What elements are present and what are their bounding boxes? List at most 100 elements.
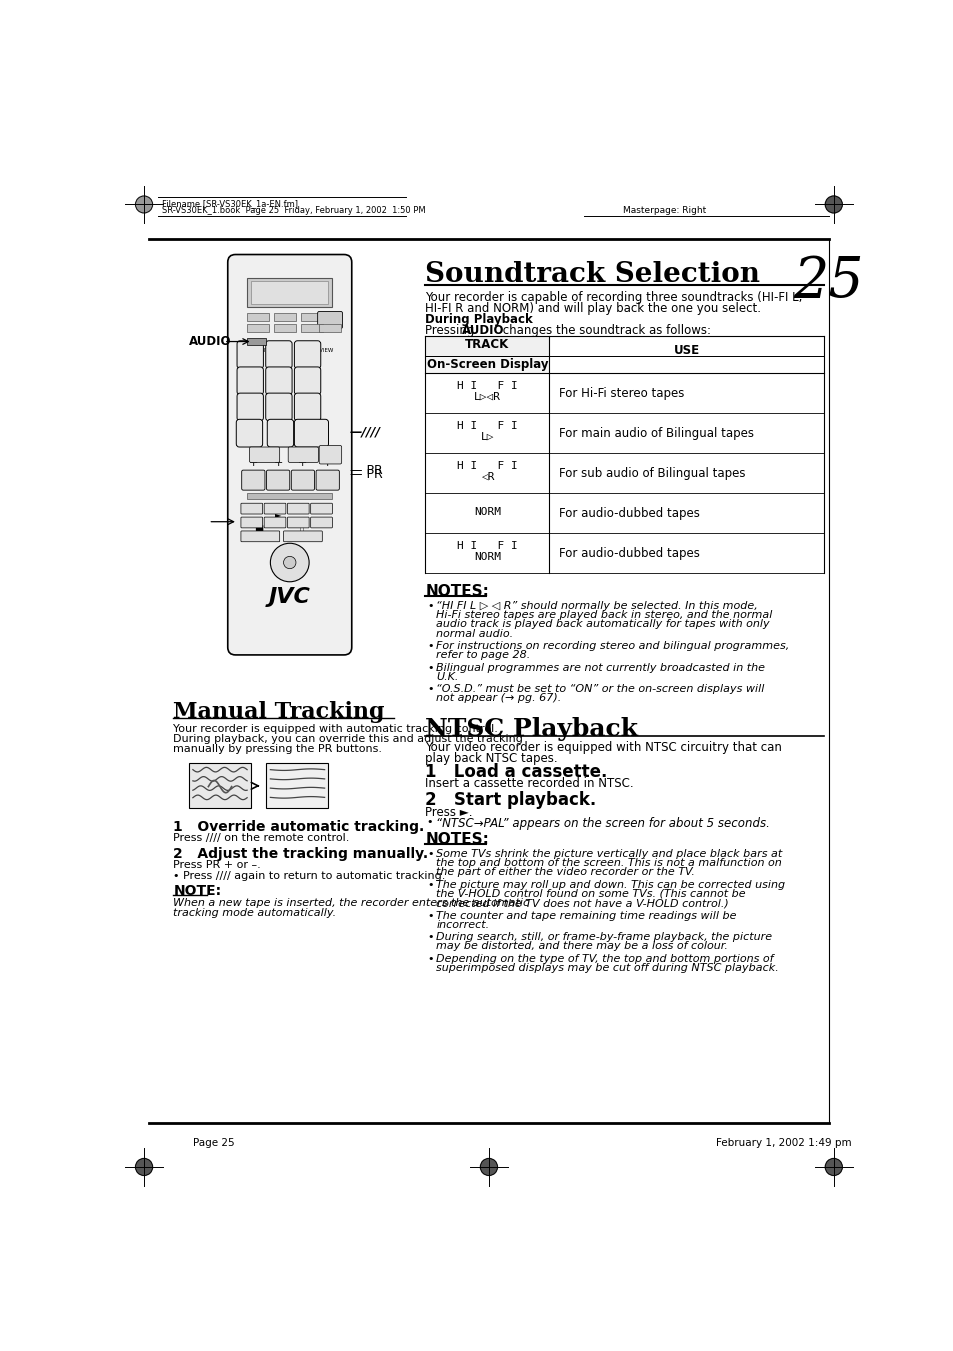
Text: 0: 0 <box>276 426 284 439</box>
FancyBboxPatch shape <box>294 340 320 369</box>
Text: •: • <box>427 932 433 942</box>
Circle shape <box>480 1159 497 1175</box>
Text: For sub audio of Bilingual tapes: For sub audio of Bilingual tapes <box>558 467 744 480</box>
Text: +: + <box>274 458 282 469</box>
Text: During search, still, or frame-by-frame playback, the picture: During search, still, or frame-by-frame … <box>436 932 772 942</box>
Text: 2   Start playback.: 2 Start playback. <box>425 792 596 809</box>
Text: L▷: L▷ <box>480 431 494 442</box>
FancyBboxPatch shape <box>241 503 262 513</box>
Text: U.K.: U.K. <box>436 671 458 682</box>
Text: not appear (→ pg. 67).: not appear (→ pg. 67). <box>436 693 561 704</box>
FancyBboxPatch shape <box>288 447 318 462</box>
Text: +: + <box>249 458 257 469</box>
Bar <box>549 534 823 573</box>
Text: H I   F I: H I F I <box>456 461 517 471</box>
Text: normal audio.: normal audio. <box>436 628 513 639</box>
Text: 5: 5 <box>274 373 283 386</box>
Text: TRACK: TRACK <box>465 339 509 351</box>
FancyBboxPatch shape <box>294 393 320 422</box>
Text: –: – <box>251 470 255 480</box>
Text: 8: 8 <box>274 400 283 412</box>
Text: L▷◁R: L▷◁R <box>474 392 500 401</box>
Bar <box>247 324 269 331</box>
FancyBboxPatch shape <box>241 531 279 542</box>
Text: 25: 25 <box>793 254 863 309</box>
Text: REVIEW: REVIEW <box>313 347 334 353</box>
Circle shape <box>270 543 309 582</box>
FancyBboxPatch shape <box>236 367 263 394</box>
Text: •: • <box>427 911 433 920</box>
Text: NOTES:: NOTES: <box>425 832 489 847</box>
FancyBboxPatch shape <box>266 393 292 422</box>
Text: ◄: ◄ <box>275 558 282 567</box>
Text: Insert a cassette recorded in NTSC.: Insert a cassette recorded in NTSC. <box>425 777 634 790</box>
FancyBboxPatch shape <box>266 367 292 394</box>
Bar <box>247 313 269 320</box>
FancyBboxPatch shape <box>267 419 294 447</box>
Text: •: • <box>427 848 433 859</box>
FancyBboxPatch shape <box>241 470 265 490</box>
Text: manually by pressing the PR buttons.: manually by pressing the PR buttons. <box>173 744 382 754</box>
Text: Hi-Fi stereo tapes are played back in stereo, and the normal: Hi-Fi stereo tapes are played back in st… <box>436 611 772 620</box>
Text: •: • <box>427 880 433 890</box>
Bar <box>425 493 549 534</box>
Bar <box>549 493 823 534</box>
Text: H I   F I: H I F I <box>456 381 517 390</box>
Text: JVC: JVC <box>269 588 311 607</box>
Text: 1   Override automatic tracking.: 1 Override automatic tracking. <box>173 820 424 834</box>
Text: Bilingual programmes are not currently broadcasted in the: Bilingual programmes are not currently b… <box>436 662 764 673</box>
Text: ////: //// <box>305 427 317 438</box>
Bar <box>247 338 266 346</box>
Bar <box>247 277 332 307</box>
Text: 7: 7 <box>246 400 253 412</box>
Bar <box>549 373 823 413</box>
Text: 6: 6 <box>303 373 312 386</box>
FancyBboxPatch shape <box>264 503 286 513</box>
Bar <box>425 534 549 573</box>
Text: — PR: — PR <box>350 465 382 477</box>
Text: •: • <box>427 662 433 673</box>
Text: Page 25: Page 25 <box>193 1139 234 1148</box>
Text: —////: —//// <box>350 426 381 439</box>
Text: 2: 2 <box>274 347 282 361</box>
Text: NORM: NORM <box>474 507 500 517</box>
Bar <box>549 453 823 493</box>
Text: • Press //// again to return to automatic tracking.: • Press //// again to return to automati… <box>173 870 445 881</box>
Text: Depending on the type of TV, the top and bottom portions of: Depending on the type of TV, the top and… <box>436 954 773 963</box>
Text: COUNTER: COUNTER <box>249 347 275 353</box>
Text: H I   F I: H I F I <box>456 540 517 551</box>
Text: The counter and tape remaining time readings will be: The counter and tape remaining time read… <box>436 911 736 920</box>
Text: 3: 3 <box>303 347 312 361</box>
Text: tracking mode automatically.: tracking mode automatically. <box>173 908 336 919</box>
Text: Press PR + or –.: Press PR + or –. <box>173 859 261 870</box>
FancyBboxPatch shape <box>228 254 352 655</box>
Bar <box>549 413 823 453</box>
FancyBboxPatch shape <box>236 340 263 369</box>
Text: Manual Tracking: Manual Tracking <box>173 701 385 723</box>
Text: Your video recorder is equipped with NTSC circuitry that can: Your video recorder is equipped with NTS… <box>425 742 781 754</box>
Text: the V-HOLD control found on some TVs. (This cannot be: the V-HOLD control found on some TVs. (T… <box>436 889 745 898</box>
Text: — PR: — PR <box>350 469 382 481</box>
Text: “O.S.D.” must be set to “ON” or the on-screen displays will: “O.S.D.” must be set to “ON” or the on-s… <box>436 684 763 694</box>
Bar <box>549 336 823 357</box>
Text: changes the soundtrack as follows:: changes the soundtrack as follows: <box>498 324 710 336</box>
Bar <box>251 281 328 304</box>
Text: 2   Adjust the tracking manually.: 2 Adjust the tracking manually. <box>173 847 428 861</box>
Text: play back NTSC tapes.: play back NTSC tapes. <box>425 753 558 765</box>
FancyBboxPatch shape <box>266 470 290 490</box>
FancyBboxPatch shape <box>319 446 341 463</box>
Text: •: • <box>427 684 433 694</box>
Bar <box>247 493 332 500</box>
Text: 1   Load a cassette.: 1 Load a cassette. <box>425 763 607 781</box>
Text: corrected if the TV does not have a V-HOLD control.): corrected if the TV does not have a V-HO… <box>436 898 728 908</box>
Text: During playback, you can override this and adjust the tracking: During playback, you can override this a… <box>173 734 523 744</box>
Text: ◁R: ◁R <box>480 471 494 482</box>
FancyBboxPatch shape <box>236 419 262 447</box>
Text: “HI FI L ▷ ◁ R” should normally be selected. In this mode,: “HI FI L ▷ ◁ R” should normally be selec… <box>436 601 758 611</box>
FancyBboxPatch shape <box>266 340 292 369</box>
Text: On-Screen Display: On-Screen Display <box>426 358 548 372</box>
Bar <box>319 324 340 331</box>
Text: SR-VS30EK_1.book  Page 25  Friday, February 1, 2002  1:50 PM: SR-VS30EK_1.book Page 25 Friday, Februar… <box>162 205 425 215</box>
Text: ►: ► <box>297 558 304 567</box>
Text: NTSC Playback: NTSC Playback <box>425 716 638 740</box>
